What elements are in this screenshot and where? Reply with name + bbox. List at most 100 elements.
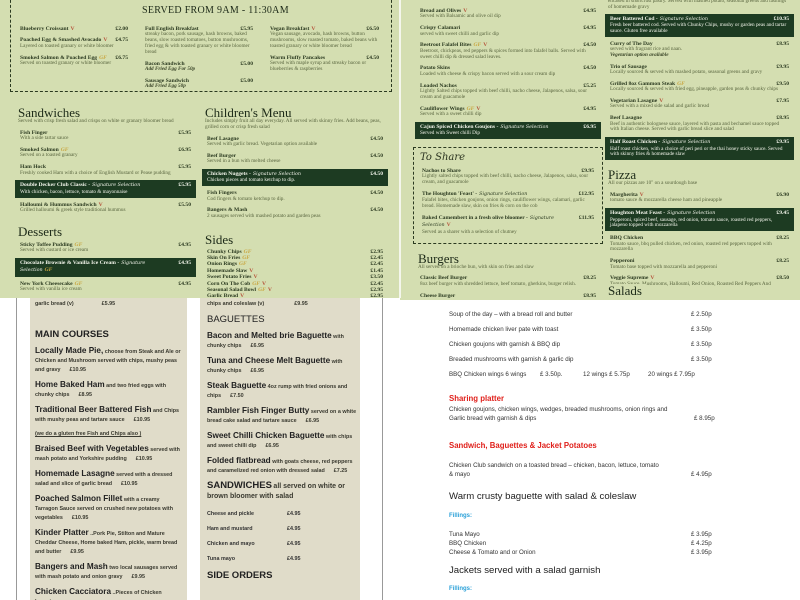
menu-item-row: Cauliflower Wings GF V £4.95 [420,106,596,112]
menu-item: Curry of The Day £8.95 served with fragran… [608,40,791,60]
menu-item-title: Beef Lasagne [207,136,239,142]
gluten-free-badge: GF [473,42,482,49]
burgers-list: Classic Beef Burger £8.25 8oz beef burger … [418,274,598,298]
mains-cut-text: encased in shortcrust pastry. Served wit… [608,0,787,10]
menu-item: Homemade Lasagne served with a dressed s… [35,469,183,489]
menu-item-price: £3.50 [370,274,383,281]
menu-item-name: Bangers and Mash [35,562,108,571]
menu-item-description: Falafel bites, chicken goujons, onion ri… [422,197,585,210]
vegetarian-badge: V [659,98,664,104]
wings-item: BBQ Chicken wings 6 wings £ 3.50p. 12 wing… [449,371,695,378]
menu-item-title: Pepperoni [610,258,634,264]
menu-item-price: £6.95 [583,123,596,130]
menu-item-title: Fish Fingers [207,190,237,196]
menu-item-price: £2.95 [370,293,383,298]
menu-item-name: Full English Breakfast [145,26,199,32]
menu-item-name: Warm Fluffy Pancakes [270,54,326,61]
menu-item-description: Served on toasted granary or white bloom… [20,60,112,67]
menu-item-price: £4.50 [366,54,379,61]
menu-item-description: Pepperoni, spiced beef, sausage, red oni… [610,216,773,229]
menu-item-price: £4.50 [583,65,596,72]
menu-item: Fish Finger £5.95 With a side tartar sauce [18,129,193,143]
menu-item: Cajun Spiced Chicken Goujons - Signature … [415,121,601,140]
menu-item-row: Fish Fingers £4.50 [207,190,383,196]
menu-item: Loaded Nachos £5.25 Lightly Salted chips t… [418,82,598,102]
menu-item-row: Classic Beef Burger £8.25 [420,275,596,281]
breakfast-column-1: Blueberry Croissant V £2.00 Poached Egg & S… [18,25,130,71]
menu-item: Bangers & Mash £4.50 2 sausages served wit… [205,206,385,220]
menu-item-title: Margherita V [610,192,644,198]
starters-section: Bread and Olives V £4.95 Served with Balsam… [413,7,603,298]
menu-item-row: Blueberry Croissant V £2.00 [20,26,128,32]
menu-item-description: Served as a sharer with a selection of c… [422,228,517,235]
menu-panel-2 [200,298,360,600]
menu-item-row: Sausage Sandwich £5.00 [145,78,253,84]
menu-item-title: Classic Beef Burger [420,275,467,281]
menu-item-description: Grilled halloumi & greek style tradition… [20,207,126,214]
menu-item-price: £6.50 [366,26,379,32]
menu-item: Homemade Slaw V £1.45 [205,268,385,274]
page-edge [16,298,17,600]
menu-item-name: Halloumi & Hummus Sandwich [20,201,97,208]
signature-selection-label: Signature Selection [479,192,528,198]
pizza-heading: Pizza [608,167,637,183]
menu-item-row: Houghton Meat Feast - Signature Selection… [610,210,789,217]
menu-item-row: Chunky Chips GF £2.95 [207,249,383,255]
menu-item-price: £8.95 [78,392,92,398]
menu-item-row: Ham Hock £5.95 [20,164,191,170]
menu-item-name: Corn On The Cob [207,280,251,287]
baguettes-heading: BAGUETTES [207,314,265,325]
menu-item-title: Skin On Fries GF [207,255,250,261]
to-share-heading: To Share [420,152,466,164]
club-sandwich: & mayo £ 4.95p [449,471,712,478]
menu-item-description: and Chips with mushy peas and tartare sa… [35,408,180,423]
menu-item-title: Half Roast Chicken - Signature Selection [610,139,710,146]
sandwich-price: £4.95 [287,541,301,547]
menu-item-title: Bangers & Mash [207,207,247,213]
menu-item-price: £5.50 [178,201,191,208]
wings-price: 20 wings £ 7.95p [648,371,695,378]
menu-item-row: Halloumi & Hummus Sandwich V £5.50 [20,202,191,208]
menu-item-name: Sticky Toffee Pudding [20,241,73,248]
breakfast-box [10,0,392,92]
menu-item-name: Traditional Beer Battered Fish [35,405,152,414]
menu-item-name: Seasonal Salad Bowl [207,287,257,294]
filling-item: Cheese & Tomato and or Onion £ 3.95p [449,549,712,556]
menu-item: Halloumi & Hummus Sandwich V £5.50 Grilled … [18,201,193,215]
menu-item-title: Warm Fluffy Pancakes [270,55,325,61]
menu-item-title: Cajun Spiced Chicken Goujons - Signature … [420,124,548,131]
filling-item-text: Tuna Mayo [449,531,480,538]
menu-item: Beetroot Falafel Bites GF V £4.50 Beetroot, … [418,41,598,61]
menu-item-row: Homemade Slaw V £1.45 [207,268,383,274]
menu-item-title: Vegetarian Lasagne V [610,98,663,104]
menu-item-price: £4.50 [370,190,383,197]
menu-item-price: £2.95 [370,248,383,255]
menu-item-price: £4.95 [583,105,596,112]
menu-item-price: £6.90 [776,192,789,198]
menu-item-title: Blueberry Croissant V [20,26,75,32]
starter-item: Breaded mushrooms with garnish & garlic … [449,356,712,363]
sharing-description: Chicken goujons, chicken wings, wedges, … [449,406,667,413]
menu-item-price: £8.25 [776,235,789,242]
menu-item-name: Cheese Burger [420,292,456,298]
menu-item: Bangers and Mash two local sausages serv… [35,562,183,582]
sharing-description-price: £ 8.95p [694,415,715,422]
menu-item-name: Margherita [610,192,638,198]
gluten-free-badge: GF [60,147,69,153]
menu-item-description: Beetroot, chickpeas, red peppers & spice… [420,47,586,60]
menu-item-price: £8.95 [776,40,789,47]
menu-item-description: Lightly salted chips topped with beef ch… [422,173,589,186]
menu-item: Sticky Toffee Pudding GF £4.95 Served with … [18,241,193,255]
menu-item-row: Garlic Bread V £2.95 [207,293,383,298]
menu-item-price: £4.50 [370,135,383,142]
vegetarian-badge: V [98,201,103,208]
menu-item-description: Vegan sausage, avocado, hash browns, but… [270,31,378,49]
fillings-label: Fillings: [449,586,472,592]
menu-item-name: Homemade Slaw [207,267,248,274]
menu-item-title: Trio of Sausage [610,64,647,70]
main-courses-heading: MAIN COURSES [35,329,109,340]
menu-item-title: The Houghton 'Feast' - Signature Selectio… [422,191,527,198]
signature-selection-label: Signature Selection [662,140,711,146]
menu-item-description: served with fragrant rice and naan. [610,46,683,52]
menu-item-row: Curry of The Day £8.95 [610,41,789,47]
